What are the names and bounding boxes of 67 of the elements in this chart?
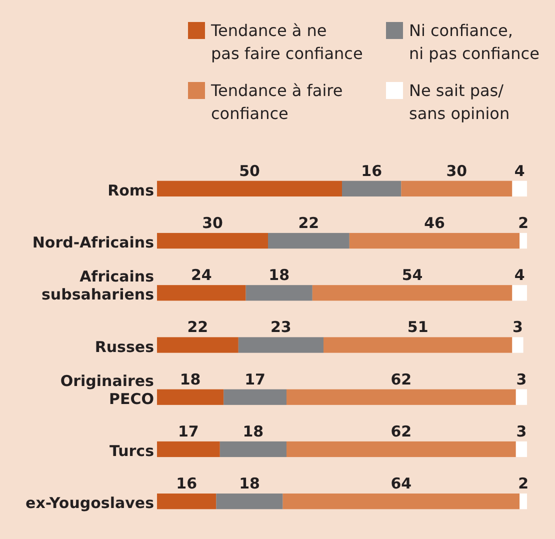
data-label: 17 (178, 422, 199, 440)
bar (268, 232, 350, 249)
data-label: 16 (176, 474, 198, 493)
data-label: 18 (268, 266, 290, 284)
bar (349, 232, 520, 249)
bar (286, 441, 516, 458)
bar (324, 337, 512, 353)
bar (246, 285, 312, 301)
y-tick-label: Turcs (110, 442, 154, 460)
data-label: 46 (424, 214, 445, 232)
data-label: 54 (402, 266, 423, 284)
data-label: 18 (242, 422, 264, 440)
bar (520, 232, 527, 249)
data-label: 30 (202, 214, 223, 232)
y-tick-label: Originaires PECO (60, 372, 154, 408)
bar (157, 285, 246, 301)
data-label: 64 (390, 474, 412, 493)
data-label: 2 (518, 474, 529, 493)
bar (516, 389, 527, 405)
bar (157, 441, 220, 458)
legend-label: Ni confiance, ni pas confiance (409, 21, 540, 63)
bar (516, 441, 527, 458)
data-label: 62 (390, 422, 412, 440)
data-label: 24 (190, 266, 212, 284)
data-label: 62 (390, 370, 412, 388)
bar (512, 285, 527, 301)
legend-label: Tendance à faire confiance (210, 81, 343, 123)
legend-label: Tendance à ne pas faire confiance (210, 21, 363, 63)
data-label: 2 (518, 214, 529, 232)
y-tick-label: Nord-Africains (32, 234, 154, 252)
bar (216, 494, 283, 510)
y-tick-label: Roms (108, 181, 154, 200)
data-label: 50 (239, 162, 260, 180)
data-label: 4 (514, 266, 525, 284)
bar (520, 494, 527, 510)
data-label: 17 (244, 370, 266, 388)
y-tick-label: Africains subsahariens (41, 268, 154, 304)
bar (342, 180, 402, 196)
data-label: 4 (514, 162, 525, 180)
data-label: 3 (512, 318, 523, 336)
bar (157, 180, 342, 196)
bar (512, 180, 527, 196)
data-label: 51 (407, 318, 428, 336)
bar (157, 232, 268, 249)
data-label: 3 (516, 422, 527, 440)
bar (220, 441, 286, 458)
data-label: 22 (298, 214, 320, 232)
data-label: 23 (270, 318, 292, 336)
y-tick-label: Russes (94, 338, 154, 356)
data-label: 16 (361, 162, 382, 180)
data-label: 18 (180, 370, 201, 388)
y-tick-label: ex-Yougoslaves (26, 494, 154, 512)
data-label: 18 (239, 474, 260, 493)
bar (312, 285, 512, 301)
legend-label: Ne sait pas/ sans opinion (409, 81, 510, 123)
bar (512, 337, 524, 353)
bar (157, 337, 238, 353)
bar (238, 337, 324, 353)
bar (224, 389, 286, 405)
bar (401, 180, 512, 196)
data-label: 3 (516, 370, 527, 388)
bar (286, 389, 516, 405)
bar (157, 389, 224, 405)
bar (157, 494, 216, 510)
bar (282, 494, 520, 510)
data-label: 30 (446, 162, 468, 180)
data-label: 22 (187, 318, 208, 336)
